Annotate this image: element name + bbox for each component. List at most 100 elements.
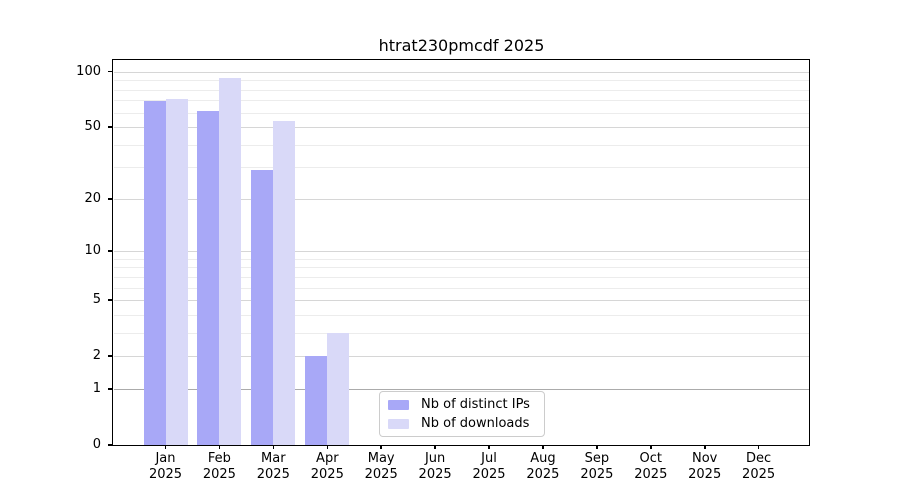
x-tick-year: 2025 [256,466,290,482]
bar-downloads-jan [165,99,188,445]
bar-ips-apr [305,356,328,445]
x-tick-label: Mar 2025 [241,451,305,482]
legend: Nb of distinct IPs Nb of downloads [379,391,545,437]
x-tick-year: 2025 [418,466,452,482]
legend-swatch-distinct-ips [388,399,409,410]
y-gridline-minor [114,276,809,278]
y-tick-mark [108,355,112,357]
y-tick-label: 1 [92,380,101,396]
y-tick-label: 5 [92,292,101,308]
y-tick-label: 100 [76,63,101,79]
x-tick-year: 2025 [526,466,560,482]
x-tick-label: Feb 2025 [187,451,251,482]
x-tick-mark [488,445,490,449]
y-tick-mark [108,388,112,390]
y-tick-mark [108,70,112,73]
x-tick-month: May [367,451,395,466]
y-tick-mark [108,250,112,252]
bar-downloads-feb [219,78,242,445]
x-tick-mark [704,445,706,449]
chart-title: htrat230pmcdf 2025 [378,36,545,55]
x-tick-year: 2025 [472,466,506,482]
x-tick-label: Jun 2025 [403,451,467,482]
y-tick-label: 50 [84,119,101,134]
x-tick-month: Nov [692,451,718,466]
y-tick-label: 20 [84,190,101,206]
y-gridline-minor [114,144,809,146]
x-tick-month: Jun [424,451,446,466]
x-tick-month: Apr [316,451,339,466]
y-gridline-major [114,388,809,390]
x-tick-label: Dec 2025 [727,451,791,482]
legend-item-downloads: Nb of downloads [380,416,544,432]
y-gridline-major [114,251,809,252]
x-tick-mark [218,445,221,449]
x-tick-month: Aug [530,451,556,466]
y-tick-label: 0 [92,437,101,452]
x-tick-year: 2025 [580,466,614,482]
legend-swatch-downloads [388,418,409,429]
bar-downloads-apr [327,332,350,445]
y-gridline-minor [114,89,809,91]
x-tick-month: Sep [584,451,610,466]
y-tick-mark [108,198,112,200]
x-tick-mark [542,445,544,449]
y-gridline-major [114,127,809,128]
legend-item-distinct-ips: Nb of distinct IPs [380,397,544,413]
x-tick-mark [326,445,328,449]
y-gridline-minor [114,314,809,316]
y-gridline-major [114,356,809,358]
y-tick-mark [108,299,112,301]
x-tick-mark [434,445,436,449]
x-tick-mark [650,445,652,449]
x-tick-month: Jul [481,451,497,466]
x-tick-label: Oct 2025 [619,451,683,482]
y-tick-label: 2 [92,348,101,364]
x-tick-month: Jan [155,451,176,466]
x-tick-label: Sep 2025 [565,451,629,482]
bar-ips-feb [197,111,220,445]
x-tick-label: Aug 2025 [511,451,575,482]
y-gridline-major [114,300,809,302]
x-tick-year: 2025 [742,466,776,482]
x-tick-year: 2025 [364,466,398,482]
x-tick-month: Feb [207,451,231,466]
y-tick-label: 10 [84,243,101,258]
x-tick-year: 2025 [310,466,344,482]
bar-downloads-mar [273,120,296,445]
y-tick-mark [108,444,112,446]
bar-ips-jan [143,101,166,445]
x-tick-mark [757,445,760,449]
y-gridline-minor [114,167,809,169]
x-tick-label: May 2025 [349,451,413,482]
y-gridline-minor [114,100,809,102]
legend-label-downloads: Nb of downloads [421,416,530,431]
x-tick-year: 2025 [148,466,183,482]
x-tick-year: 2025 [634,466,668,482]
y-tick-mark [108,126,112,128]
y-gridline-major [114,198,809,200]
y-gridline-minor [114,112,809,114]
x-tick-year: 2025 [202,466,236,482]
y-gridline-minor [114,332,809,334]
y-gridline-minor [114,287,809,289]
x-tick-month: Dec [746,451,772,466]
legend-label-distinct-ips: Nb of distinct IPs [421,397,530,412]
bar-ips-mar [251,169,274,445]
x-tick-mark [164,445,167,449]
x-tick-label: Nov 2025 [673,451,737,482]
x-tick-mark [380,445,382,449]
x-tick-label: Jul 2025 [457,451,521,482]
x-tick-label: Jan 2025 [134,451,198,482]
y-gridline-minor [114,258,809,260]
x-tick-month: Oct [639,451,663,466]
y-gridline-minor [114,80,809,82]
y-gridline-minor [114,267,809,269]
x-tick-year: 2025 [688,466,722,482]
y-gridline-major [114,71,809,73]
x-tick-label: Apr 2025 [295,451,359,482]
